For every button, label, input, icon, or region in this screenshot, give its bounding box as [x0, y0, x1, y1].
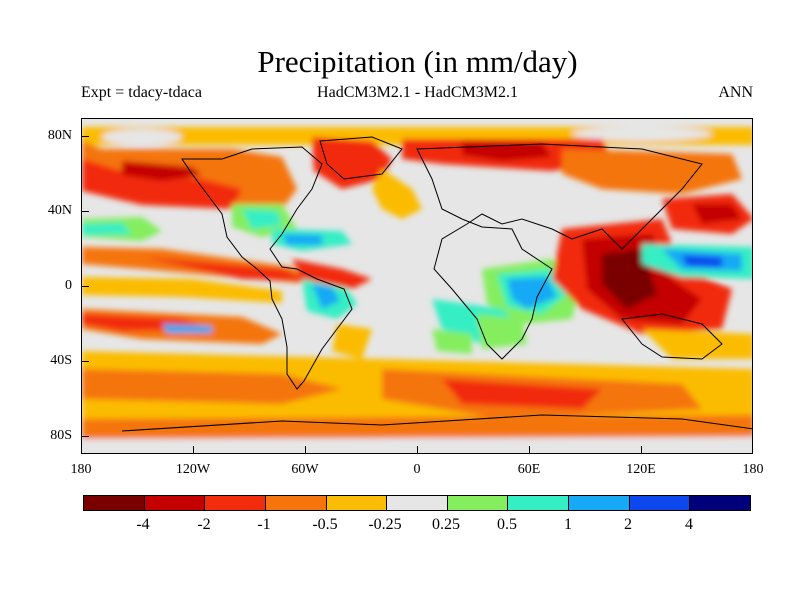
colorbar-swatch	[447, 496, 509, 510]
lon-label-120e: 120E	[626, 462, 656, 477]
precipitation-map	[81, 118, 753, 454]
lon-tick	[305, 446, 306, 454]
colorbar-swatch	[508, 496, 570, 510]
colorbar-swatch	[144, 496, 206, 510]
lat-tick	[81, 136, 89, 137]
map-title: Precipitation (in mm/day)	[257, 44, 578, 79]
colorbar-swatch	[265, 496, 327, 510]
colorbar-label: -0.25	[368, 516, 402, 533]
lat-tick	[81, 361, 89, 362]
colorbar-label: 0.5	[497, 516, 517, 533]
lon-tick	[193, 446, 194, 454]
colorbar-swatch	[690, 496, 751, 510]
lon-tick	[417, 446, 418, 454]
lat-label-80n: 80N	[47, 128, 72, 143]
colorbar-swatch	[569, 496, 630, 510]
colorbar-swatch	[84, 496, 145, 510]
lon-label-60e: 60E	[517, 462, 541, 477]
colorbar	[83, 495, 751, 511]
lon-label-0: 0	[413, 462, 421, 477]
lat-label-40s: 40S	[50, 353, 72, 368]
colorbar-label: 2	[624, 516, 632, 533]
lon-label-180w: 180	[70, 462, 92, 477]
models-label: HadCM3M2.1 - HadCM3M2.1	[317, 84, 518, 101]
colorbar-swatch	[205, 496, 266, 510]
colorbar-label: -1	[257, 516, 271, 533]
colorbar-label: 4	[685, 516, 693, 533]
colorbar-label: -0.5	[312, 516, 338, 533]
colorbar-swatch	[326, 496, 388, 510]
lon-tick	[529, 446, 530, 454]
map-field	[82, 119, 752, 453]
lat-label-40n: 40N	[47, 203, 72, 218]
colorbar-label: 1	[564, 516, 572, 533]
lat-tick	[81, 211, 89, 212]
lat-label-80s: 80S	[50, 428, 72, 443]
experiment-label: Expt = tdacy-tdaca	[81, 84, 202, 101]
colorbar-label: 0.25	[432, 516, 460, 533]
lat-tick	[81, 286, 89, 287]
lon-label-60w: 60W	[291, 462, 319, 477]
colorbar-swatch	[387, 496, 448, 510]
colorbar-label: -4	[136, 516, 150, 533]
colorbar-label: -2	[197, 516, 211, 533]
lat-label-0: 0	[65, 278, 72, 293]
lon-label-120w: 120W	[175, 462, 211, 477]
colorbar-swatch	[629, 496, 691, 510]
lon-tick	[641, 446, 642, 454]
lon-label-180e: 180	[742, 462, 764, 477]
lat-tick	[81, 436, 89, 437]
season-label: ANN	[718, 84, 753, 101]
